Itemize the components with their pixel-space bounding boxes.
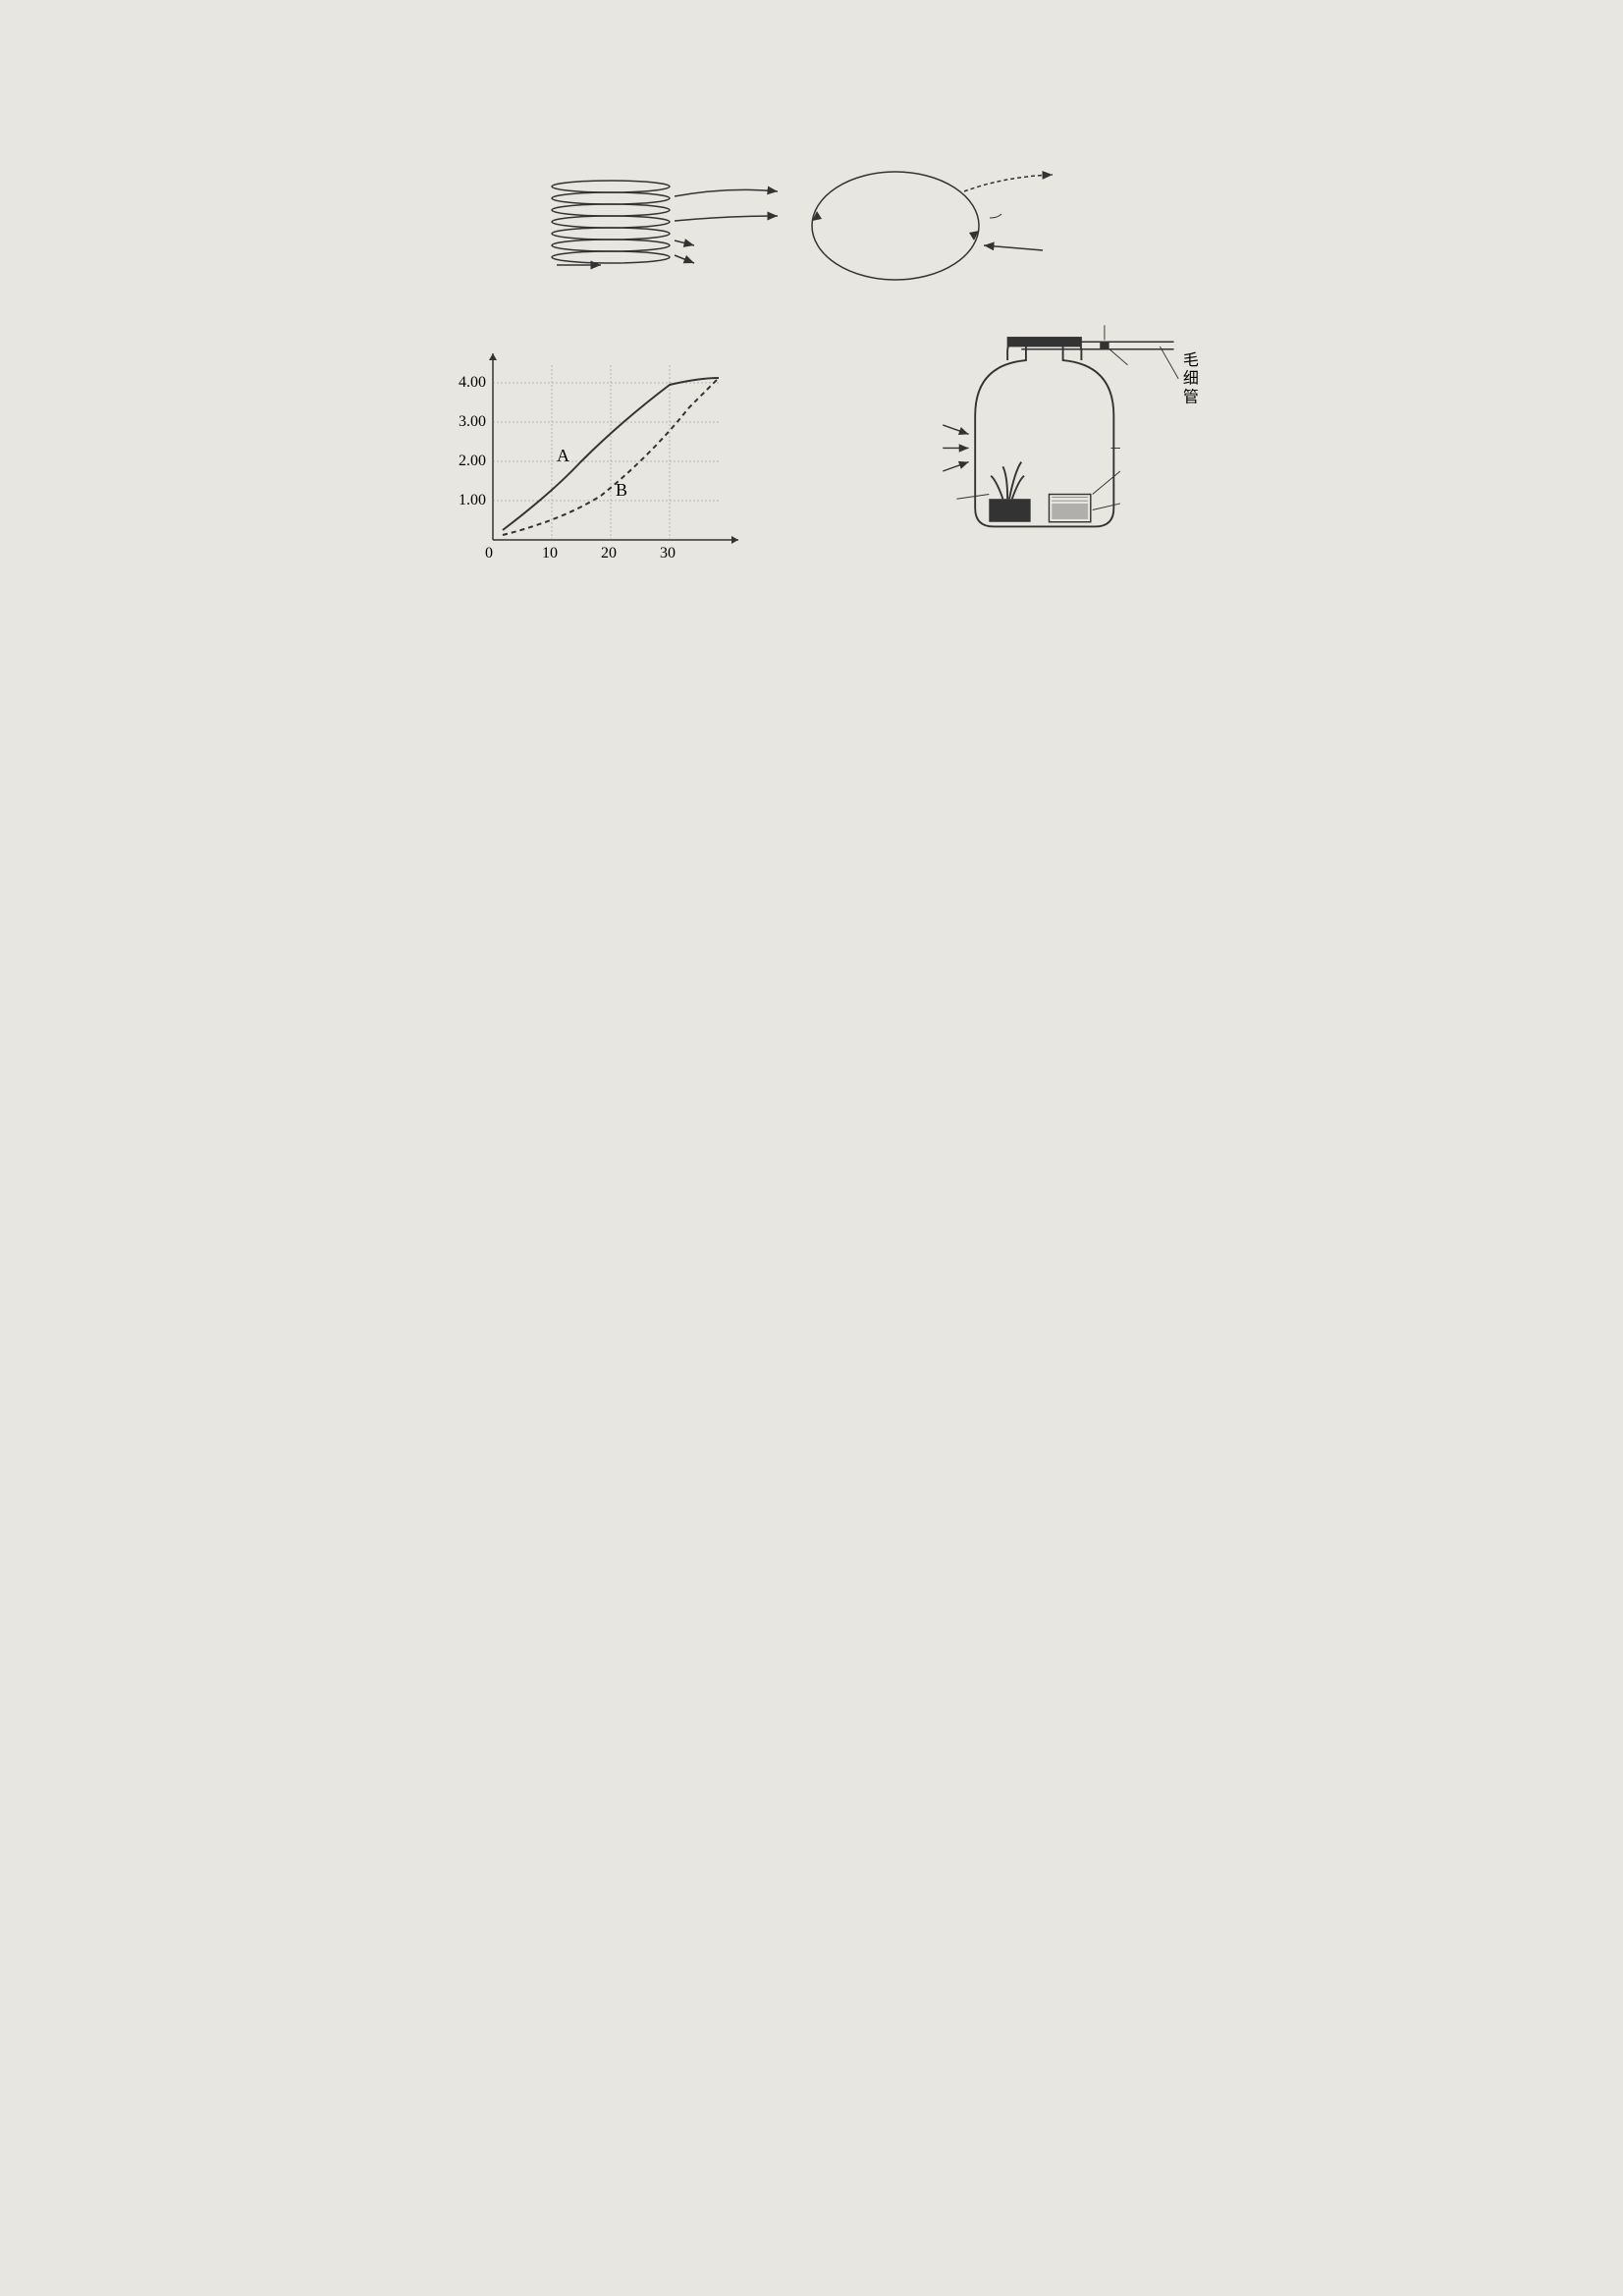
- temperature-graph: 4.00 3.00 2.00 1.00 0 10 20 30 A B: [405, 314, 797, 589]
- graph-jia: 4.00 3.00 2.00 1.00 0 10 20 30 A B: [405, 314, 797, 606]
- apparatus-yi: 毛 细 管: [915, 314, 1229, 590]
- q8-diagram-container: [128, 147, 1505, 294]
- plant-icon: [989, 462, 1030, 522]
- xtick-10: 10: [542, 545, 558, 561]
- cup-icon: [1049, 495, 1090, 522]
- ytick-1: 1.00: [459, 492, 486, 508]
- ytick-4: 4.00: [459, 374, 486, 391]
- question-8: [128, 147, 1505, 294]
- capillary-label1: 毛: [1182, 351, 1198, 369]
- xtick-0: 0: [485, 545, 493, 561]
- capillary-label3: 管: [1182, 388, 1198, 405]
- ytick-2: 2.00: [459, 453, 486, 469]
- photosynthesis-diagram: [483, 147, 1151, 294]
- capillary-label2: 细: [1182, 370, 1198, 388]
- curve-a-label: A: [557, 446, 569, 465]
- question-10: 4.00 3.00 2.00 1.00 0 10 20 30 A B: [128, 314, 1505, 606]
- q10-figures-row: 4.00 3.00 2.00 1.00 0 10 20 30 A B: [128, 314, 1505, 606]
- curve-b-label: B: [616, 480, 627, 500]
- ytick-3: 3.00: [459, 413, 486, 430]
- xtick-20: 20: [601, 545, 617, 561]
- apparatus-diagram: 毛 细 管: [915, 314, 1229, 573]
- thylakoid-icon: [552, 181, 670, 263]
- xtick-30: 30: [660, 545, 676, 561]
